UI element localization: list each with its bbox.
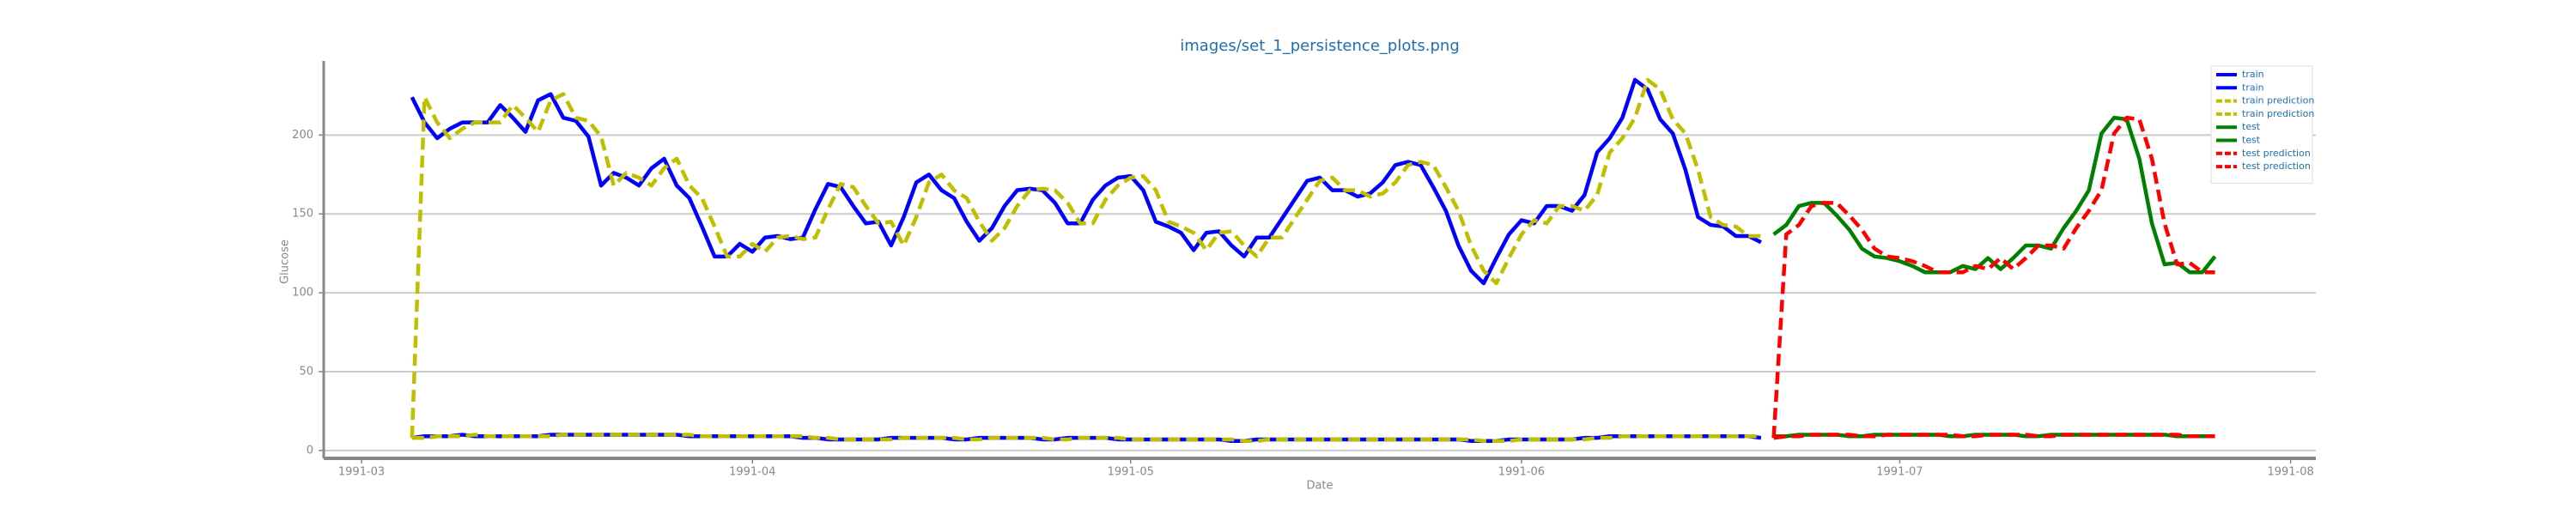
legend-label: train [2242,82,2264,93]
series-line [1773,433,2215,440]
x-tick-label: 1991-04 [729,466,775,479]
legend-label: train [2242,69,2264,80]
legend-label: train prediction [2242,108,2314,119]
chart-title: images/set_1_persistence_plots.png [1180,37,1460,55]
legend-label: test [2242,121,2261,132]
y-tick-label: 200 [292,129,313,142]
x-tick-label: 1991-03 [338,466,385,479]
x-tick-label: 1991-05 [1108,466,1154,479]
x-tick-label: 1991-06 [1498,466,1545,479]
series-line [410,77,1761,439]
series-line [1771,115,2215,439]
legend-label: test prediction [2242,161,2311,172]
y-axis-label: Glucose [279,239,292,284]
series-line [1772,115,2217,275]
x-tick-label: 1991-08 [2267,466,2313,479]
y-tick-label: 0 [307,444,313,457]
legend-box [2210,65,2313,184]
legend-label: test [2242,135,2261,146]
legend-label: test prediction [2242,148,2311,159]
y-tick-label: 50 [299,365,313,378]
y-tick-label: 100 [292,287,313,300]
y-tick-label: 150 [292,208,313,221]
x-tick-label: 1991-07 [1876,466,1923,479]
legend-label: train prediction [2242,95,2314,106]
series-line [411,433,1761,444]
x-axis-label: Date [1306,480,1333,493]
